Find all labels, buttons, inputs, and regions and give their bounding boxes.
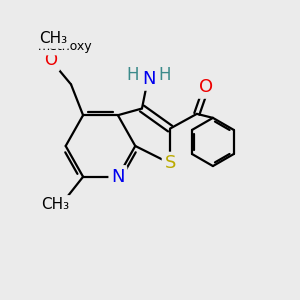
Text: O: O <box>44 51 58 69</box>
Text: H: H <box>158 66 171 84</box>
Text: CH₃: CH₃ <box>41 197 69 212</box>
Text: H: H <box>126 66 139 84</box>
Text: N: N <box>142 70 155 88</box>
Text: N: N <box>111 168 124 186</box>
Text: O: O <box>199 78 213 96</box>
Text: methoxy: methoxy <box>38 40 93 53</box>
Text: S: S <box>164 154 176 172</box>
Text: CH₃: CH₃ <box>40 32 68 46</box>
